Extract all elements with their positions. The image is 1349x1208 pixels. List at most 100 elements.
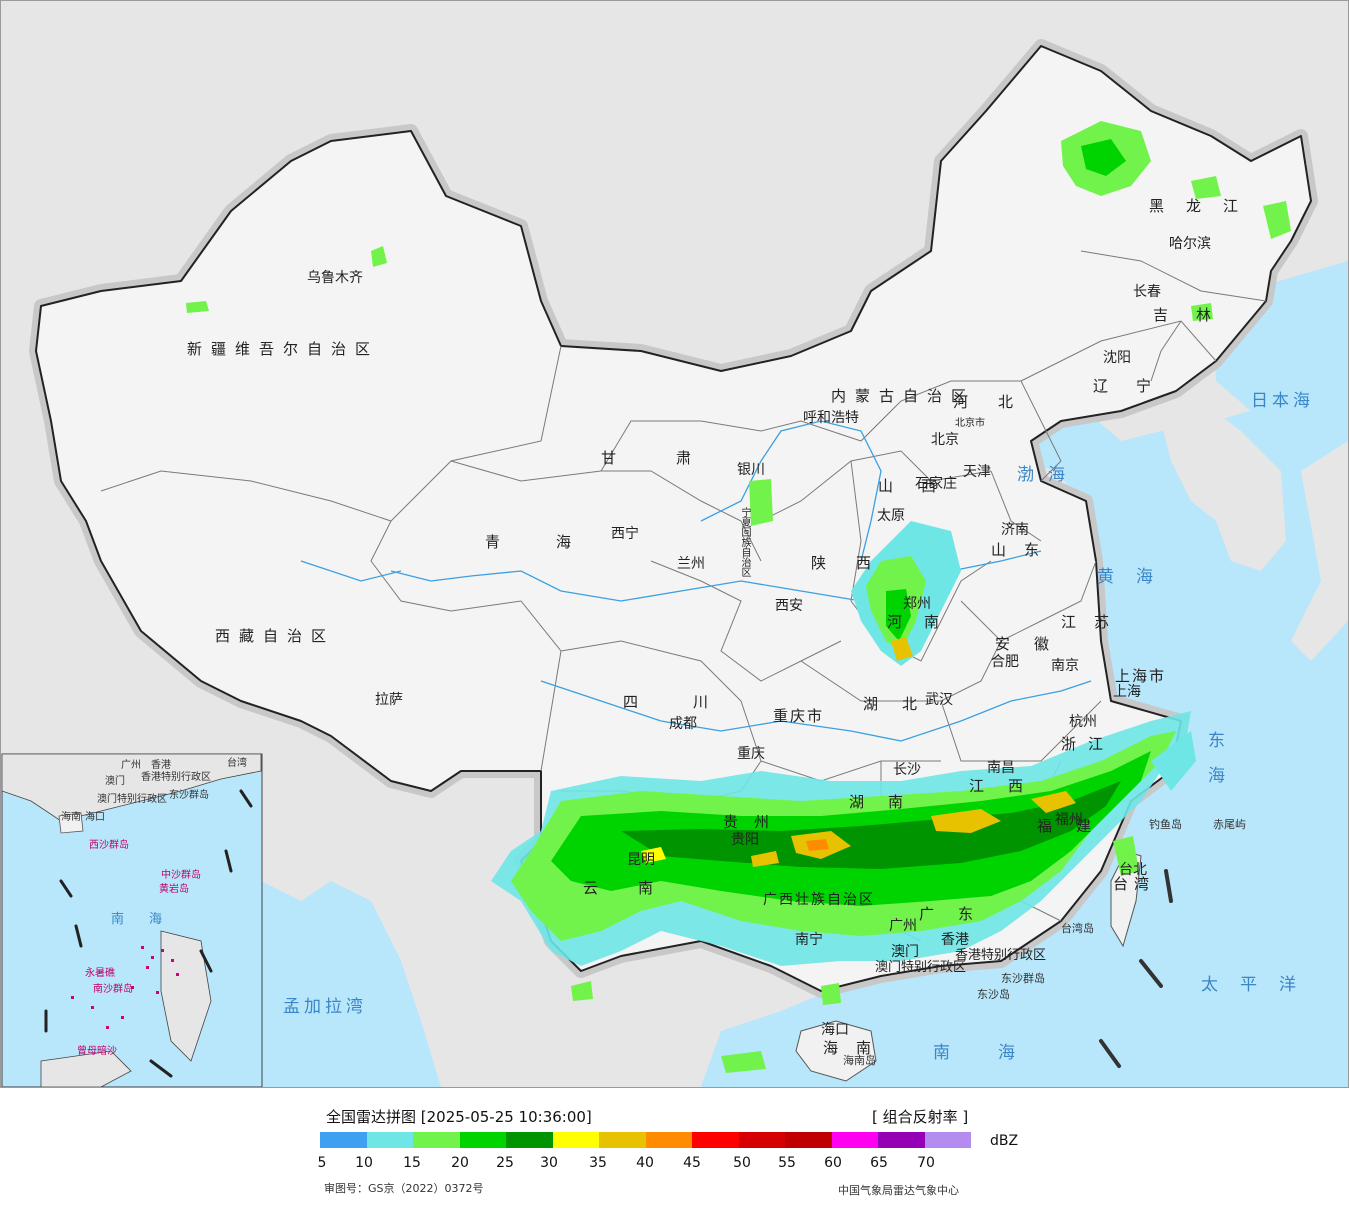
province-label-hebei: 河北 [953, 393, 1044, 411]
island-label-taiwan: 台湾岛 [1061, 922, 1094, 935]
province-label-shanxi: 山西 [878, 477, 965, 495]
province-label-guangxi: 广西壮族自治区 [763, 892, 875, 908]
product-type-label: [ 组合反射率 ] [872, 1108, 969, 1126]
sea-label-pacific: 太平洋 [1201, 975, 1318, 995]
province-label-ningxia: 宁夏回族自治区 [739, 507, 750, 577]
legend-swatch [366, 1132, 413, 1148]
city-label-chengdu: 成都 [669, 716, 697, 732]
inset-label-hai: 海 [149, 912, 163, 927]
city-label-changchun: 长春 [1133, 284, 1161, 300]
city-label-xining: 西宁 [611, 526, 639, 542]
legend-tick-label: 70 [917, 1155, 935, 1171]
korea-land [1161, 401, 1286, 571]
japan-land [1291, 441, 1348, 661]
city-label-lanzhou: 兰州 [677, 556, 705, 572]
legend-tick-label: 40 [636, 1155, 654, 1171]
province-label-chongqing: 重庆市 [773, 707, 825, 725]
china-land [35, 45, 1312, 992]
city-label-hefei: 合肥 [991, 654, 1019, 670]
island-label-dongsha: 东沙岛 [977, 988, 1010, 1001]
city-label-urumqi: 乌鲁木齐 [307, 270, 363, 286]
city-label-xian: 西安 [775, 598, 803, 614]
legend-swatch [320, 1132, 367, 1148]
legend-tick-label: 15 [403, 1155, 421, 1171]
province-label-henan: 河南 [887, 613, 962, 631]
data-credit: 中国气象局雷达气象中心 [838, 1184, 959, 1197]
province-label-jiangsu: 江苏 [1061, 613, 1128, 631]
province-label-anhui: 安徽 [995, 635, 1074, 653]
sea-area-bay-of-bengal [261, 881, 441, 1087]
island-label-dongsha-islands: 东沙群岛 [1001, 972, 1045, 985]
inset-label-macau-sar: 澳门特别行政区 [97, 794, 167, 805]
legend-tick-label: 5 [317, 1155, 327, 1171]
province-label-fujian: 福建 [1037, 817, 1116, 835]
province-label-shanghai: 上海市 [1115, 667, 1167, 685]
city-label-shijiazhuang: 石家庄 [915, 476, 957, 492]
province-label-taiwan: 台湾 [1113, 875, 1156, 893]
legend-color-bar [320, 1132, 971, 1148]
legend-swatch [692, 1132, 739, 1148]
city-label-hongkong: 香港 [941, 932, 969, 948]
south-china-sea-inset [1, 753, 263, 1087]
province-label-guangdong: 广东 [919, 905, 998, 923]
province-label-yunnan: 云南 [583, 879, 694, 897]
inset-label-zhongsha: 中沙群岛 [161, 870, 201, 881]
legend-tick-label: 10 [355, 1155, 373, 1171]
sea-label-bohai: 渤海 [1017, 465, 1079, 485]
radar-map[interactable]: 新疆维吾尔自治区 西藏自治区 青海 甘肃 四川 云南 内蒙古自治区 黑龙江 吉林… [0, 0, 1349, 1088]
province-label-neimenggu: 内蒙古自治区 [831, 387, 976, 405]
province-label-liaoning: 辽宁 [1093, 377, 1180, 395]
inset-label-yongshu: 永暑礁 [85, 968, 115, 979]
city-label-taiyuan: 太原 [877, 508, 905, 524]
legend-swatch [924, 1132, 971, 1148]
legend-tick-label: 65 [870, 1155, 888, 1171]
radar-echoes [186, 121, 1291, 1073]
city-label-chongqing: 重庆 [737, 746, 765, 762]
city-label-shenyang: 沈阳 [1103, 350, 1131, 366]
city-label-shanghai: 上海 [1113, 684, 1141, 700]
city-label-lhasa: 拉萨 [375, 692, 403, 708]
city-label-hohhot: 呼和浩特 [803, 410, 859, 426]
legend-unit: dBZ [990, 1133, 1019, 1149]
province-label-xizang: 西藏自治区 [215, 627, 336, 645]
hainan-land [795, 1020, 877, 1082]
inset-label-hongkong: 香港 [151, 760, 171, 771]
city-label-nanning: 南宁 [795, 932, 823, 948]
inset-label-huangyan: 黄岩岛 [159, 884, 189, 895]
legend-swatch [459, 1132, 506, 1148]
legend-tick-label: 50 [733, 1155, 751, 1171]
inset-label-xisha: 西沙群岛 [89, 840, 129, 851]
city-label-yinchuan: 银川 [737, 462, 765, 478]
legend-title: 全国雷达拼图 [2025-05-25 10:36:00] [326, 1108, 592, 1126]
city-label-fuzhou: 福州 [1055, 812, 1083, 828]
island-label-diaoyu: 钓鱼岛 [1149, 818, 1182, 831]
legend-swatch [785, 1132, 832, 1148]
legend-tick-label: 35 [589, 1155, 607, 1171]
legend-swatch [552, 1132, 599, 1148]
province-label-gansu: 甘肃 [601, 449, 752, 467]
color-legend: 全国雷达拼图 [2025-05-25 10:36:00] [ 组合反射率 ] d… [0, 1088, 1349, 1208]
sea-label-yellow-sea: 黄海 [1097, 567, 1175, 587]
city-label-nanchang: 南昌 [987, 760, 1015, 776]
legend-tick-label: 55 [778, 1155, 796, 1171]
legend-tick-label: 25 [496, 1155, 514, 1171]
city-label-haikou: 海口 [821, 1022, 849, 1038]
sea-label-east-sea: 东海 [1204, 731, 1224, 801]
taiwan-land [1110, 850, 1142, 948]
legend-tick-label: 20 [451, 1155, 469, 1171]
inset-label-haikou: 海口 [85, 812, 105, 823]
map-review-number: 审图号：GS京（2022）0372号 [324, 1182, 484, 1195]
sea-label-south-sea: 南海 [933, 1043, 1063, 1063]
city-label-kunming: 昆明 [627, 852, 655, 868]
city-label-beijing: 北京 [931, 432, 959, 448]
island-label-chiwei: 赤尾屿 [1213, 818, 1246, 831]
legend-tick-label: 60 [824, 1155, 842, 1171]
legend-swatch [413, 1132, 460, 1148]
city-label-hangzhou: 杭州 [1069, 714, 1097, 730]
legend-tick-label: 45 [683, 1155, 701, 1171]
province-label-jilin: 吉林 [1153, 306, 1240, 324]
city-label-nanjing: 南京 [1051, 658, 1079, 674]
inset-label-macau: 澳门 [105, 776, 125, 787]
legend-swatch [878, 1132, 925, 1148]
